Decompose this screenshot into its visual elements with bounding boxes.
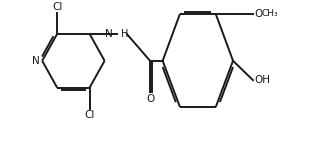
Text: OH: OH <box>254 75 270 85</box>
Text: N: N <box>32 56 40 66</box>
Text: O: O <box>254 9 262 19</box>
Text: Cl: Cl <box>85 110 95 120</box>
Text: O: O <box>146 94 154 104</box>
Text: Cl: Cl <box>52 2 62 12</box>
Text: CH₃: CH₃ <box>262 9 279 18</box>
Text: H: H <box>121 29 128 39</box>
Text: N: N <box>105 29 113 39</box>
